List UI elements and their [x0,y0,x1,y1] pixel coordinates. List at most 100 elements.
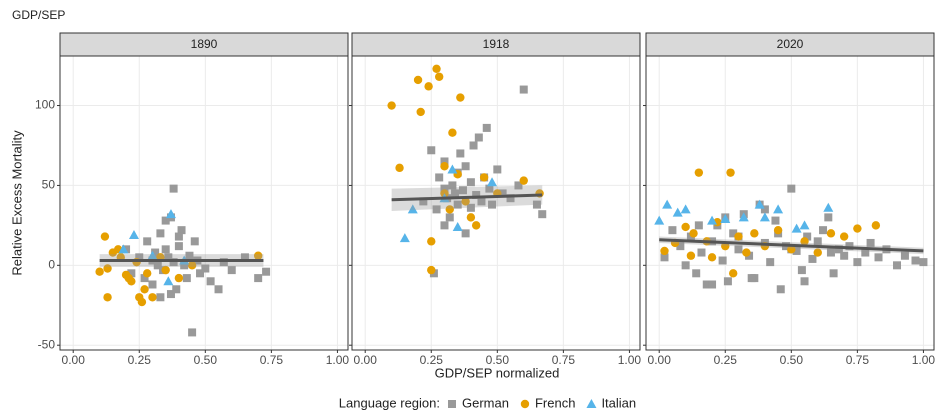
point [759,212,770,222]
point [440,157,449,166]
panel-title: 2020 [777,37,804,51]
panel-border [59,55,349,351]
point [190,237,199,246]
point [498,189,507,198]
point [488,200,497,209]
point [826,229,836,238]
point [747,274,756,283]
legend-title: Language region: [339,395,440,410]
point [676,242,685,251]
point [680,204,691,214]
point [754,199,765,209]
point [100,232,110,241]
point [435,173,444,182]
point [188,328,197,337]
x-tick-label: 0.00 [62,353,86,367]
point [164,253,173,262]
point [172,285,181,294]
point [161,216,170,225]
x-tick-label: 0.75 [846,353,870,367]
point [728,269,738,278]
point [95,267,104,276]
point [829,269,838,278]
point [419,197,428,206]
point [742,248,751,257]
point [689,229,698,238]
point [227,266,236,275]
point [440,184,449,193]
point [532,200,541,209]
x-tick-label: 0.50 [780,353,804,367]
x-tick-label: 1.00 [618,353,642,367]
point [127,277,136,286]
point [466,203,475,212]
point [103,264,112,273]
point [140,274,149,283]
point [165,209,176,219]
point [776,285,785,294]
point [662,199,673,209]
point [720,213,731,223]
point [166,290,175,299]
y-tick-label: 100 [35,98,55,112]
point [707,253,717,262]
legend-key [520,399,530,409]
point [472,191,481,200]
y-axis-label: Relative Excess Mortality [9,130,24,276]
x-tick-label: 1.00 [912,353,936,367]
point [148,280,157,289]
point [729,229,738,238]
point [874,253,883,262]
point [871,221,881,230]
panel-border [351,55,641,351]
point [654,215,665,225]
point [185,251,194,260]
point [440,221,449,230]
point [461,229,470,238]
point [800,277,809,286]
point [182,274,191,283]
legend-key [448,400,456,408]
point [853,258,862,267]
point [461,197,470,206]
point [514,181,523,190]
point [834,245,843,254]
point [174,273,184,283]
x-tick-label: 0.25 [714,353,738,367]
point [174,232,183,241]
point [413,75,423,85]
point [803,232,812,241]
point [253,251,263,260]
point [493,165,502,174]
point [771,216,780,225]
point [147,250,158,260]
point [668,226,677,235]
point [445,205,454,214]
point [118,244,129,254]
point [734,232,743,241]
point [135,253,144,262]
point [214,285,223,294]
point [694,221,703,230]
point [416,107,425,117]
point [254,274,263,283]
point [161,245,170,254]
point [466,213,476,222]
point [427,146,436,155]
point [477,197,486,206]
point [196,269,205,278]
point [900,251,909,260]
point [723,277,732,286]
x-tick-label: 0.75 [552,353,576,367]
point [219,258,228,267]
point [169,184,178,193]
point [137,297,147,307]
point [482,123,491,132]
point [180,261,189,270]
point [103,293,112,302]
legend-label: French [535,395,575,410]
point [760,205,769,214]
point [506,194,515,203]
panel-title: 1918 [483,37,510,51]
